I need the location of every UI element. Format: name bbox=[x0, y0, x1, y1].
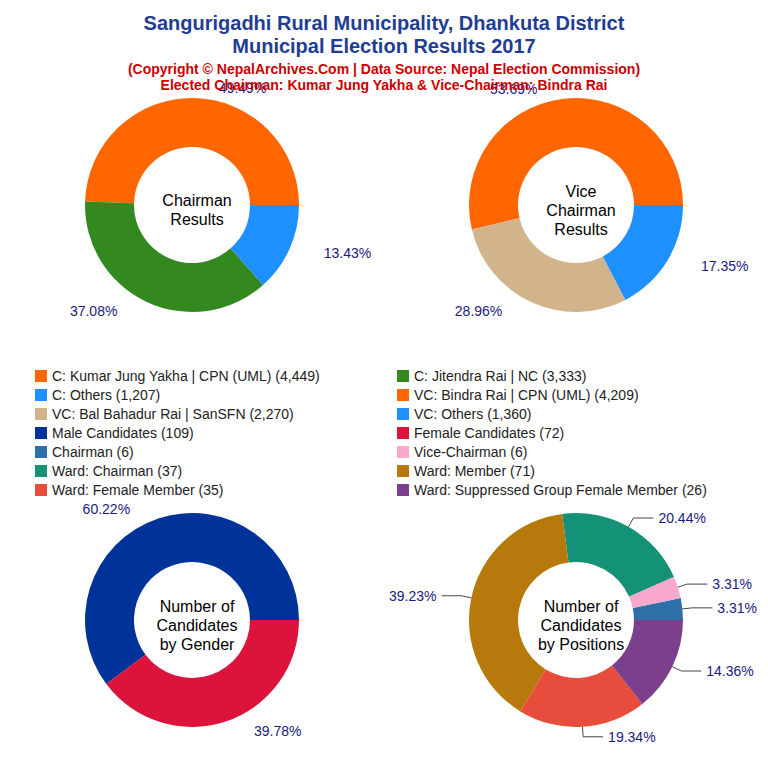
svg-text:Ward: Chairman (37): Ward: Chairman (37) bbox=[52, 463, 182, 479]
svg-text:Results: Results bbox=[170, 211, 223, 228]
svg-text:Ward: Suppressed Group Female: Ward: Suppressed Group Female Member (26… bbox=[414, 482, 707, 498]
svg-text:Candidates: Candidates bbox=[157, 617, 238, 634]
svg-text:Elected Chairman: Kumar Jung Y: Elected Chairman: Kumar Jung Yakha & Vic… bbox=[161, 77, 608, 93]
svg-text:3.31%: 3.31% bbox=[712, 576, 752, 592]
svg-text:39.78%: 39.78% bbox=[254, 723, 301, 739]
svg-text:3.31%: 3.31% bbox=[717, 600, 757, 616]
svg-text:28.96%: 28.96% bbox=[455, 303, 502, 319]
svg-text:C: Kumar Jung Yakha | CPN (UML: C: Kumar Jung Yakha | CPN (UML) (4,449) bbox=[52, 368, 320, 384]
svg-text:by Gender: by Gender bbox=[160, 636, 235, 653]
svg-text:Chairman (6): Chairman (6) bbox=[52, 444, 134, 460]
svg-text:C: Jitendra Rai | NC (3,333): C: Jitendra Rai | NC (3,333) bbox=[414, 368, 586, 384]
svg-text:14.36%: 14.36% bbox=[706, 663, 753, 679]
svg-text:C: Others (1,207): C: Others (1,207) bbox=[52, 387, 160, 403]
svg-text:Municipal Election Results 201: Municipal Election Results 2017 bbox=[232, 35, 535, 57]
svg-text:Male Candidates (109): Male Candidates (109) bbox=[52, 425, 194, 441]
svg-text:VC: Others (1,360): VC: Others (1,360) bbox=[414, 406, 532, 422]
svg-text:Female Candidates (72): Female Candidates (72) bbox=[414, 425, 564, 441]
svg-text:Vice-Chairman (6): Vice-Chairman (6) bbox=[414, 444, 527, 460]
svg-text:Chairman: Chairman bbox=[546, 202, 615, 219]
svg-text:by Positions: by Positions bbox=[538, 636, 624, 653]
svg-text:(Copyright © NepalArchives.Com: (Copyright © NepalArchives.Com | Data So… bbox=[128, 61, 640, 77]
svg-text:Candidates: Candidates bbox=[541, 617, 622, 634]
svg-text:20.44%: 20.44% bbox=[658, 510, 705, 526]
svg-text:60.22%: 60.22% bbox=[83, 501, 130, 517]
svg-text:VC: Bal Bahadur Rai | SanSFN (: VC: Bal Bahadur Rai | SanSFN (2,270) bbox=[52, 406, 294, 422]
svg-text:VC: Bindra Rai | CPN (UML) (4,: VC: Bindra Rai | CPN (UML) (4,209) bbox=[414, 387, 639, 403]
svg-text:Number of: Number of bbox=[544, 598, 619, 615]
svg-text:Ward: Female Member (35): Ward: Female Member (35) bbox=[52, 482, 223, 498]
svg-text:17.35%: 17.35% bbox=[701, 258, 748, 274]
svg-text:Sangurigadhi Rural Municipalit: Sangurigadhi Rural Municipality, Dhankut… bbox=[144, 12, 625, 34]
svg-text:37.08%: 37.08% bbox=[70, 303, 117, 319]
svg-text:Vice: Vice bbox=[566, 183, 597, 200]
svg-text:13.43%: 13.43% bbox=[324, 245, 371, 261]
svg-text:Number of: Number of bbox=[160, 598, 235, 615]
svg-text:Ward: Member (71): Ward: Member (71) bbox=[414, 463, 535, 479]
svg-text:Chairman: Chairman bbox=[162, 192, 231, 209]
svg-text:39.23%: 39.23% bbox=[389, 588, 436, 604]
svg-text:19.34%: 19.34% bbox=[608, 729, 655, 745]
svg-text:Results: Results bbox=[554, 221, 607, 238]
